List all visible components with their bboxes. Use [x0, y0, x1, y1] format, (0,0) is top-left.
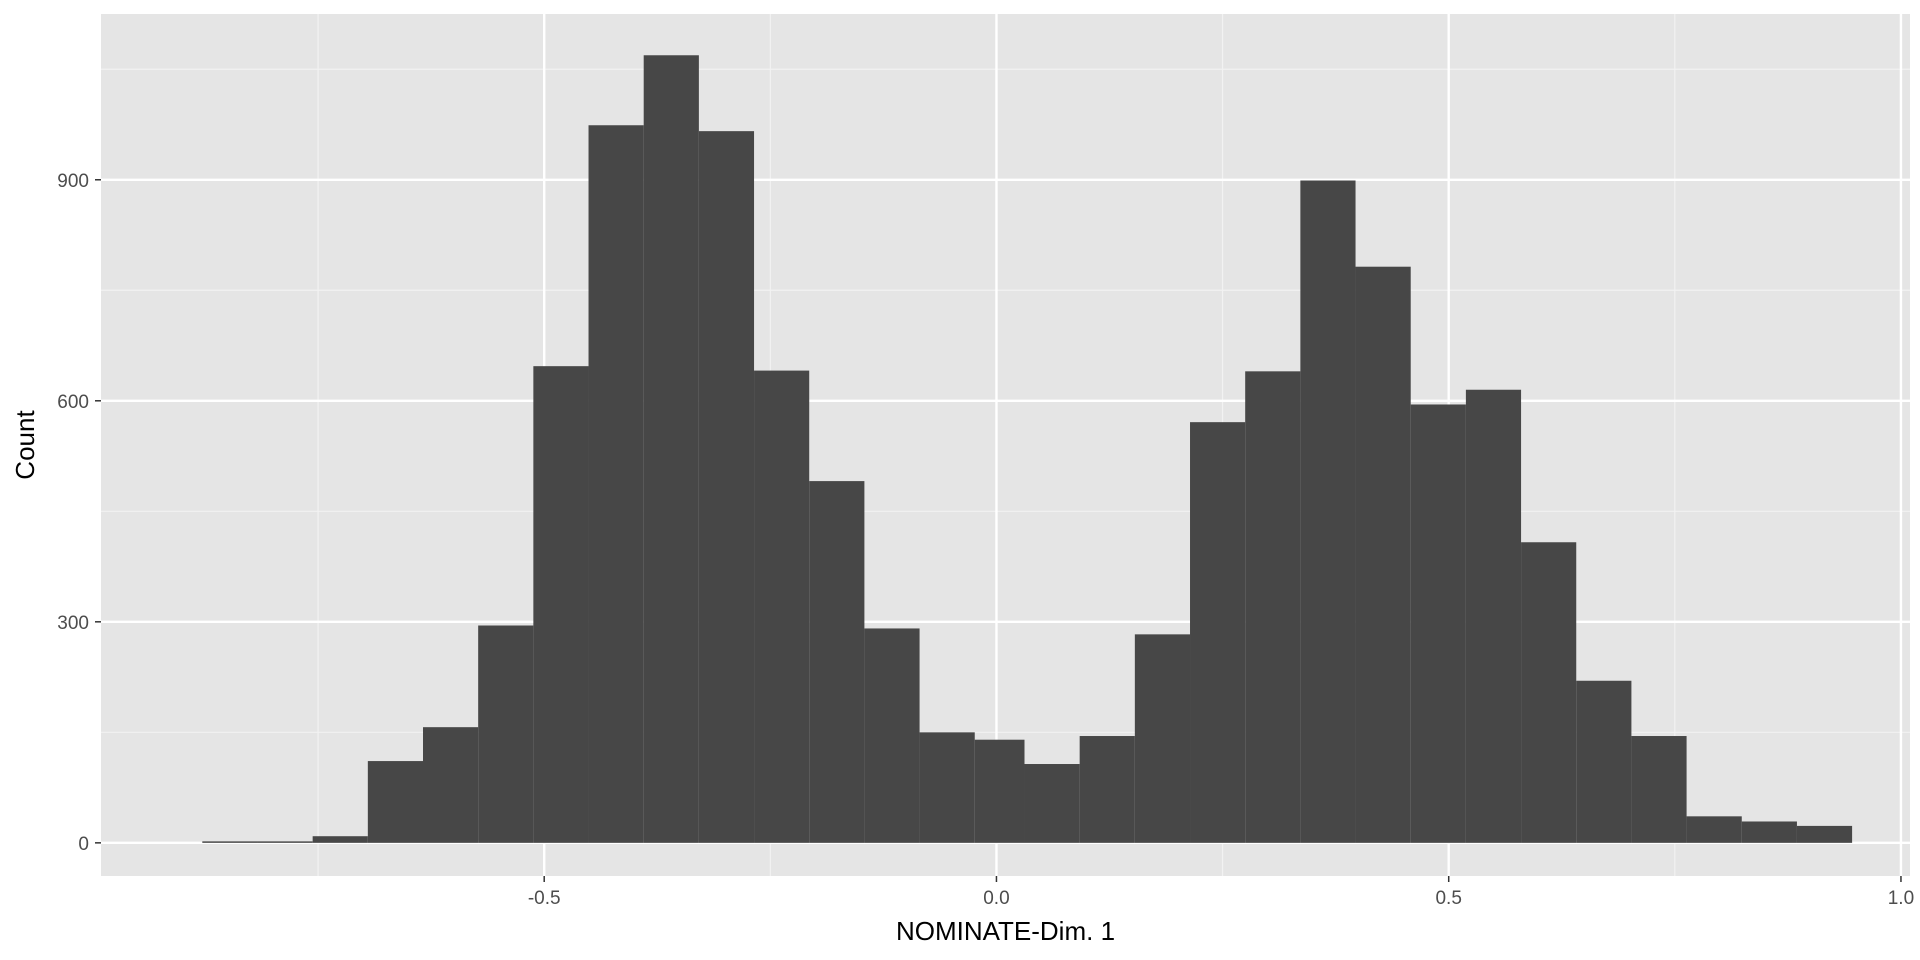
x-tick-label: 0.5	[1435, 888, 1461, 909]
y-tick-label: 600	[57, 392, 89, 413]
y-axis-title: Count	[10, 410, 40, 480]
histogram-bar	[1355, 266, 1411, 843]
y-axis: 0 300 600 900	[57, 171, 101, 855]
histogram-bar	[1686, 816, 1742, 843]
x-tick-label: -0.5	[528, 888, 561, 909]
histogram-bar	[533, 366, 589, 843]
histogram-bar	[257, 841, 313, 843]
histogram-bar	[478, 625, 534, 843]
histogram-bar	[974, 739, 1025, 843]
histogram-bar	[754, 370, 810, 843]
x-axis: -0.5 0.0 0.5 1.0	[528, 876, 1914, 909]
histogram-bar	[698, 131, 755, 843]
histogram-bar	[643, 55, 699, 843]
histogram-bar	[588, 125, 644, 843]
histogram-bar	[1410, 404, 1466, 843]
x-axis-title: NOMINATE-Dim. 1	[896, 916, 1115, 946]
histogram-bar	[1521, 542, 1577, 843]
histogram-bar	[809, 481, 865, 843]
histogram-bar	[1024, 764, 1080, 843]
y-tick-label: 900	[57, 171, 89, 192]
histogram-bar	[1134, 634, 1191, 843]
y-tick-label: 0	[78, 834, 89, 855]
histogram-bar	[1300, 180, 1356, 843]
histogram-bar	[1079, 736, 1135, 843]
histogram-bar	[1631, 736, 1687, 843]
histogram-bar	[1465, 389, 1522, 843]
histogram-bar	[1796, 825, 1853, 843]
histogram-bar	[367, 761, 424, 843]
histogram-bars	[202, 55, 1853, 843]
y-tick-label: 300	[57, 613, 89, 634]
histogram-bar	[1576, 680, 1632, 843]
histogram-bar	[423, 727, 479, 843]
histogram-bar	[1245, 371, 1301, 843]
histogram-bar	[1741, 821, 1797, 843]
histogram-bar	[864, 628, 920, 843]
histogram-bar	[919, 732, 975, 843]
histogram-bar	[202, 841, 258, 843]
histogram-bar	[1190, 422, 1246, 843]
histogram-bar	[312, 836, 368, 843]
x-tick-label: 1.0	[1888, 888, 1914, 909]
x-tick-label: 0.0	[983, 888, 1009, 909]
